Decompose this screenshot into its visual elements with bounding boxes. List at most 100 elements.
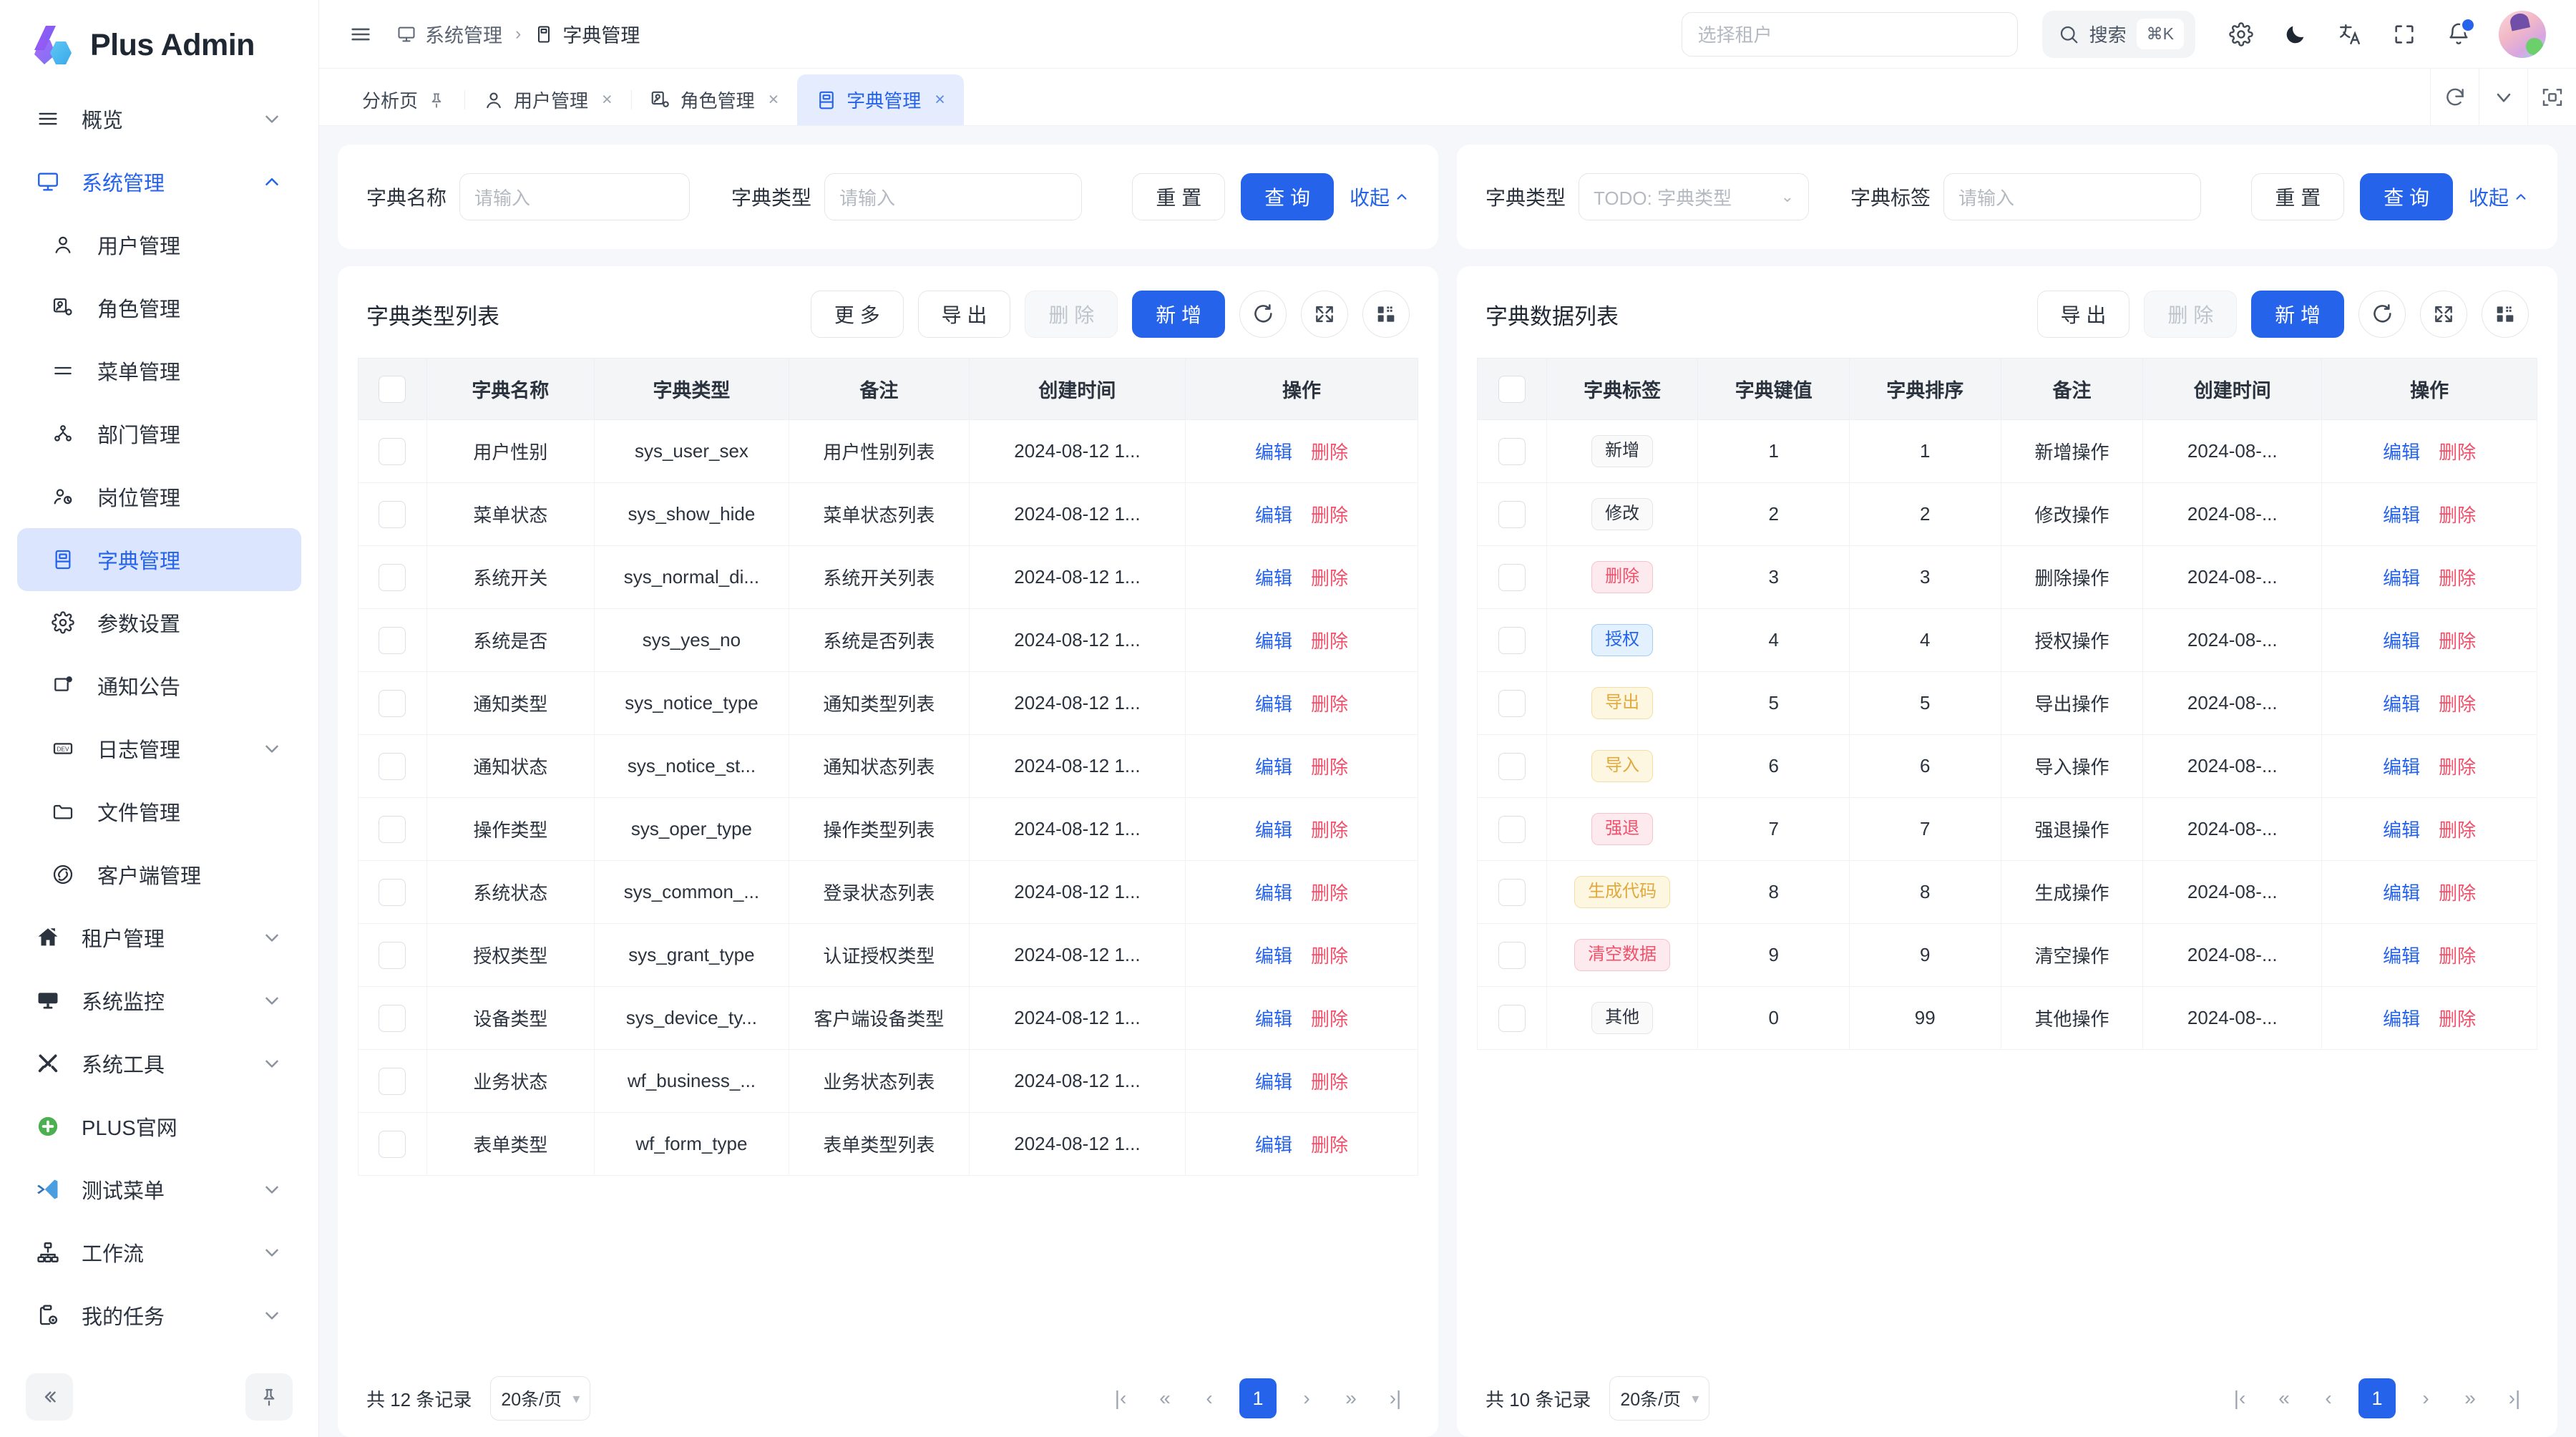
pager-prev-button[interactable]: ‹	[2325, 1387, 2332, 1409]
delete-link[interactable]: 删除	[2439, 568, 2477, 589]
edit-link[interactable]: 编辑	[2383, 756, 2421, 778]
brand[interactable]: Plus Admin	[0, 0, 318, 87]
checkbox[interactable]	[1498, 500, 1526, 528]
checkbox[interactable]	[379, 941, 406, 969]
checkbox[interactable]	[379, 1004, 406, 1032]
delete-link[interactable]: 删除	[2439, 505, 2477, 526]
edit-link[interactable]: 编辑	[1255, 568, 1293, 589]
pager-current-page[interactable]: 1	[2358, 1378, 2396, 1418]
delete-link[interactable]: 删除	[2439, 693, 2477, 715]
delete-link[interactable]: 删除	[2439, 442, 2477, 463]
checkbox[interactable]	[379, 437, 406, 465]
sidebar-item-7[interactable]: 字典管理	[17, 528, 301, 591]
pager-prev-jump-button[interactable]: «	[1159, 1387, 1171, 1409]
row-checkbox-cell[interactable]	[358, 860, 427, 924]
checkbox[interactable]	[379, 626, 406, 654]
edit-link[interactable]: 编辑	[2383, 882, 2421, 904]
delete-link[interactable]: 删除	[1311, 630, 1349, 652]
edit-link[interactable]: 编辑	[1255, 1008, 1293, 1030]
table-row[interactable]: 系统开关 sys_normal_di... 系统开关列表 2024-08-12 1..…	[358, 545, 1418, 609]
checkbox[interactable]	[379, 878, 406, 906]
row-checkbox-cell[interactable]	[358, 1112, 427, 1176]
select-all-checkbox[interactable]	[1477, 358, 1547, 420]
edit-link[interactable]: 编辑	[1255, 945, 1293, 967]
edit-link[interactable]: 编辑	[1255, 630, 1293, 652]
delete-link[interactable]: 删除	[1311, 693, 1349, 715]
tab-close-icon[interactable]: ×	[935, 89, 945, 109]
delete-link[interactable]: 删除	[2439, 630, 2477, 652]
row-checkbox-cell[interactable]	[1477, 860, 1547, 924]
pager-first-button[interactable]: |‹	[2233, 1387, 2246, 1409]
row-checkbox-cell[interactable]	[1477, 797, 1547, 861]
table-row[interactable]: 表单类型 wf_form_type 表单类型列表 2024-08-12 1... 编辑删…	[358, 1112, 1418, 1176]
row-checkbox-cell[interactable]	[1477, 482, 1547, 546]
table-row[interactable]: 操作类型 sys_oper_type 操作类型列表 2024-08-12 1... 编辑…	[358, 797, 1418, 861]
query-button[interactable]: 查 询	[2360, 173, 2453, 220]
sidebar-item-1[interactable]: 系统管理	[17, 150, 301, 213]
tab-close-icon[interactable]: ×	[768, 89, 779, 109]
pager-next-jump-button[interactable]: »	[1345, 1387, 1357, 1409]
checkbox[interactable]	[379, 1130, 406, 1158]
expand-icon[interactable]	[1301, 291, 1348, 338]
checkbox[interactable]	[1498, 689, 1526, 717]
pager-next-jump-button[interactable]: »	[2464, 1387, 2476, 1409]
chevron-down-icon[interactable]	[261, 1053, 283, 1074]
edit-link[interactable]: 编辑	[2383, 630, 2421, 652]
refresh-icon[interactable]	[2358, 291, 2406, 338]
row-checkbox-cell[interactable]	[358, 1049, 427, 1113]
sidebar-item-16[interactable]: PLUS官网	[17, 1095, 301, 1158]
row-checkbox-cell[interactable]	[358, 734, 427, 798]
sidebar-item-13[interactable]: 租户管理	[17, 906, 301, 969]
checkbox[interactable]	[379, 500, 406, 528]
delete-link[interactable]: 删除	[1311, 756, 1349, 778]
row-checkbox-cell[interactable]	[1477, 608, 1547, 672]
table-row[interactable]: 授权 4 4 授权操作 2024-08-... 编辑 删除	[1477, 608, 2537, 672]
chevron-down-icon[interactable]	[261, 1242, 283, 1263]
row-checkbox-cell[interactable]	[358, 797, 427, 861]
avatar[interactable]	[2497, 9, 2547, 59]
pager-prev-jump-button[interactable]: «	[2278, 1387, 2290, 1409]
chevron-down-icon[interactable]	[261, 990, 283, 1011]
delete-link[interactable]: 删除	[2439, 1008, 2477, 1030]
edit-link[interactable]: 编辑	[2383, 693, 2421, 715]
checkbox[interactable]	[1498, 752, 1526, 780]
table-row[interactable]: 菜单状态 sys_show_hide 菜单状态列表 2024-08-12 1... 编辑…	[358, 482, 1418, 546]
tab-2[interactable]: 角色管理 ×	[630, 74, 798, 125]
chevron-down-icon[interactable]	[261, 927, 283, 948]
row-checkbox-cell[interactable]	[1477, 545, 1547, 609]
checkbox[interactable]	[1498, 815, 1526, 843]
sidebar-item-15[interactable]: 系统工具	[17, 1032, 301, 1095]
maximize-icon[interactable]	[2527, 69, 2576, 125]
table-row[interactable]: 系统是否 sys_yes_no 系统是否列表 2024-08-12 1... 编辑 删除	[358, 608, 1418, 672]
table-row[interactable]: 授权类型 sys_grant_type 认证授权类型 2024-08-12 1... 编…	[358, 923, 1418, 987]
pin-icon[interactable]	[427, 91, 446, 109]
gear-icon[interactable]	[2214, 7, 2268, 62]
column-settings-icon[interactable]	[1362, 291, 1410, 338]
pager-prev-button[interactable]: ‹	[1206, 1387, 1213, 1409]
checkbox[interactable]	[1498, 563, 1526, 591]
checkbox[interactable]	[379, 815, 406, 843]
sidebar-item-10[interactable]: DEV 日志管理	[17, 717, 301, 780]
row-checkbox-cell[interactable]	[358, 986, 427, 1050]
tenant-select[interactable]: 选择租户	[1681, 11, 2018, 57]
query-button[interactable]: 查 询	[1241, 173, 1334, 220]
checkbox[interactable]	[379, 752, 406, 780]
sidebar-item-3[interactable]: 角色管理	[17, 276, 301, 339]
refresh-icon[interactable]	[2430, 69, 2479, 125]
reset-button[interactable]: 重 置	[1132, 173, 1226, 220]
row-checkbox-cell[interactable]	[358, 545, 427, 609]
left-page-size-select[interactable]: 20条/页 ▾	[490, 1376, 591, 1421]
sidebar-item-14[interactable]: 系统监控	[17, 969, 301, 1032]
chevron-down-icon[interactable]	[261, 738, 283, 759]
dict-type-select[interactable]: TODO: 字典类型 ⌄	[1579, 173, 1810, 220]
tab-1[interactable]: 用户管理 ×	[464, 74, 631, 125]
collapse-search-button[interactable]: 收起	[1350, 182, 1410, 211]
row-checkbox-cell[interactable]	[1477, 986, 1547, 1050]
edit-link[interactable]: 编辑	[2383, 442, 2421, 463]
right-toolbar-button-2[interactable]: 新 增	[2251, 291, 2344, 338]
checkbox[interactable]	[1498, 878, 1526, 906]
sidebar-item-0[interactable]: 概览	[17, 87, 301, 150]
checkbox[interactable]	[379, 563, 406, 591]
edit-link[interactable]: 编辑	[1255, 442, 1293, 463]
bell-icon[interactable]	[2431, 7, 2486, 62]
